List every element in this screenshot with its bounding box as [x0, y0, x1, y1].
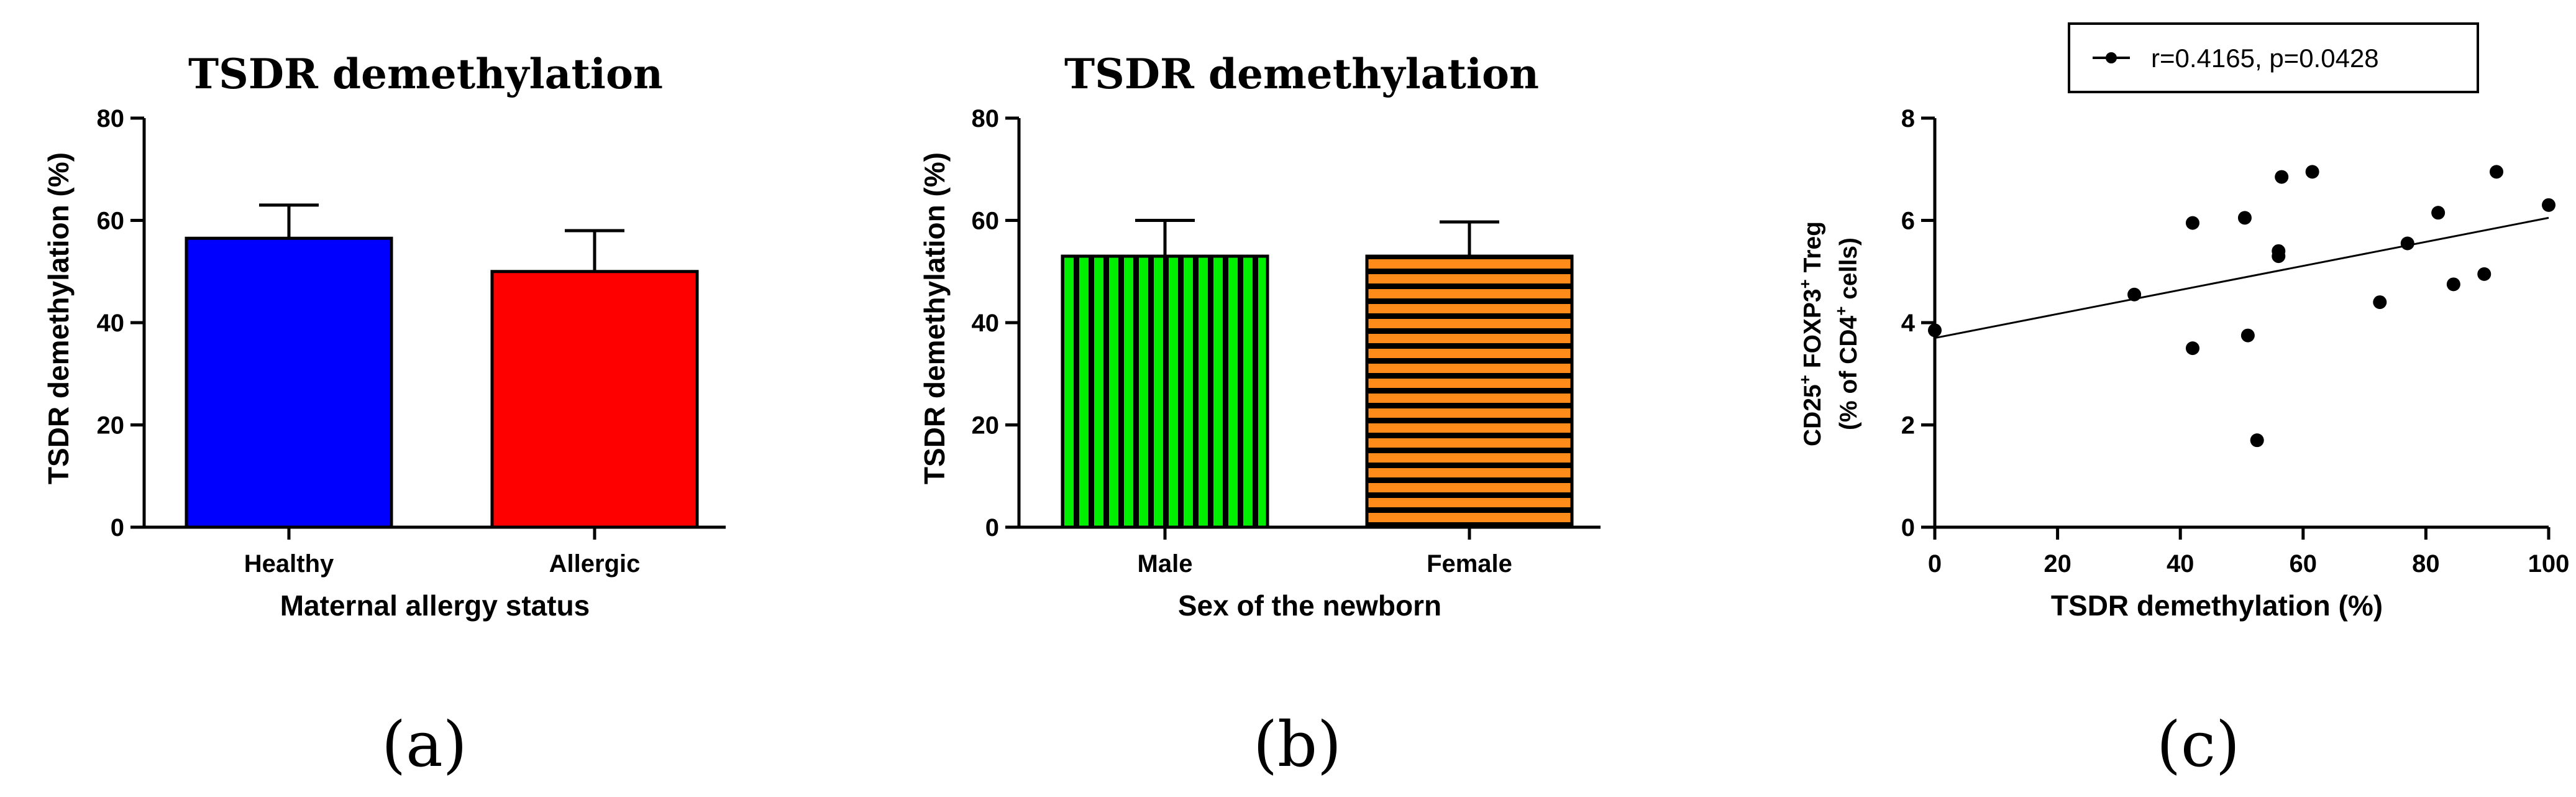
panel-c: r=0.4165, p=0.0428 CD25+ FOXP3+ Treg (% … [1796, 22, 2570, 781]
c-data-point [2127, 287, 2142, 302]
c-data-point [2373, 295, 2387, 310]
c-data-point [2477, 267, 2492, 281]
panel-b-title: TSDR demethylation [1064, 50, 1539, 98]
panel-a-axes [142, 118, 726, 529]
a-bar-allergic [490, 270, 699, 529]
b-ytick-label: 60 [972, 208, 1000, 235]
b-ytick-label: 40 [972, 310, 1000, 337]
panel-b-label: (b) [1253, 708, 1341, 781]
c-ytick-label: 0 [1901, 514, 1915, 541]
panel-b-x-ticks: Male Female [1138, 527, 1512, 578]
c-data-point [2305, 165, 2319, 179]
c-xtick-label: 0 [1928, 550, 1942, 578]
panel-a-y-ticks: 0 20 40 60 80 [97, 105, 144, 541]
panel-c-label: (c) [2157, 708, 2240, 781]
panel-b-axes [1017, 118, 1601, 529]
a-ytick-label: 80 [97, 105, 125, 132]
b-ytick-label: 20 [972, 412, 1000, 440]
panel-a-bars [185, 203, 699, 529]
b-ytick-label: 0 [985, 514, 999, 541]
b-bar-female [1365, 254, 1574, 529]
c-xtick-label: 20 [2044, 550, 2071, 578]
panel-c-y-ticks: 0 2 4 6 8 [1901, 105, 1935, 541]
c-xtick-label: 80 [2412, 550, 2440, 578]
panel-a-x-axis-label: Maternal allergy status [280, 589, 590, 622]
panel-c-points [1928, 165, 2555, 448]
panel-c-fit-line [1934, 216, 2549, 339]
b-bar-male [1061, 254, 1269, 529]
c-data-point [2237, 211, 2252, 225]
panel-c-y-axis-label-line2: (% of CD4+ cells) [1832, 237, 1862, 430]
c-data-point [2446, 277, 2460, 292]
panel-c-legend-box [2068, 22, 2479, 93]
a-ytick-label: 40 [97, 310, 125, 337]
c-data-point [2185, 341, 2199, 356]
c-data-point [2490, 165, 2504, 179]
panel-a-label: (a) [381, 708, 467, 781]
panel-a-x-ticks: Healthy Allergic [244, 527, 641, 578]
c-data-point [1928, 323, 1942, 338]
a-xtick-label: Allergic [549, 550, 641, 578]
panel-b-bars [1061, 219, 1574, 529]
c-ytick-label: 4 [1901, 310, 1916, 337]
panel-a-title: TSDR demethylation [188, 50, 663, 98]
c-data-point [2272, 249, 2286, 264]
c-xtick-label: 40 [2167, 550, 2195, 578]
c-xtick-label: 60 [2290, 550, 2318, 578]
a-ytick-label: 0 [111, 514, 124, 541]
c-ytick-label: 2 [1901, 412, 1915, 440]
panel-a-y-axis-label: TSDR demethylation (%) [42, 152, 75, 484]
panel-b-y-axis-label: TSDR demethylation (%) [918, 152, 951, 484]
b-xtick-label: Female [1427, 550, 1512, 578]
c-xtick-label: 100 [2528, 550, 2570, 578]
panel-b: TSDR demethylation TSDR demethylation (%… [918, 50, 1601, 781]
panel-c-legend-marker [2106, 52, 2117, 63]
panel-b-x-axis-label: Sex of the newborn [1178, 589, 1441, 622]
c-data-point [2185, 216, 2199, 230]
panel-c-y-axis-label-line1: CD25+ FOXP3+ Treg [1796, 221, 1826, 446]
a-ytick-label: 60 [97, 208, 125, 235]
panel-c-x-ticks: 0 20 40 60 80 100 [1928, 527, 2570, 578]
c-data-point [2240, 328, 2255, 343]
c-ytick-label: 8 [1901, 105, 1915, 132]
c-data-point [2431, 206, 2446, 220]
a-bar-healthy [185, 236, 393, 529]
c-data-point [2542, 198, 2555, 212]
a-ytick-label: 20 [97, 412, 125, 440]
b-ytick-label: 80 [972, 105, 1000, 132]
c-data-point [2250, 433, 2264, 448]
c-ytick-label: 6 [1901, 208, 1915, 235]
panel-c-x-axis-label: TSDR demethylation (%) [2051, 589, 2383, 622]
panel-c-axes [1933, 118, 2549, 529]
c-data-point [2275, 170, 2289, 184]
panel-b-y-ticks: 0 20 40 60 80 [972, 105, 1019, 541]
a-xtick-label: Healthy [244, 550, 334, 578]
panel-a: TSDR demethylation TSDR demethylation (%… [42, 50, 726, 781]
b-xtick-label: Male [1138, 550, 1193, 578]
panel-c-legend-text: r=0.4165, p=0.0428 [2151, 44, 2379, 73]
c-data-point [2400, 236, 2414, 251]
